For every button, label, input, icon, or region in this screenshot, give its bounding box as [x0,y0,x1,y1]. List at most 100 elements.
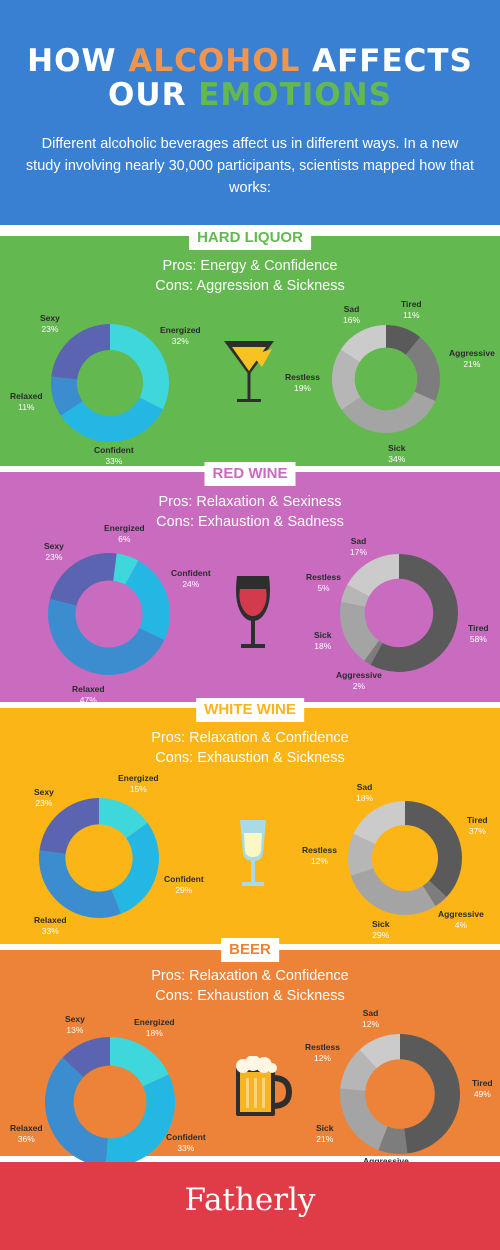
label-aggressive: Aggressive 4% [438,909,484,930]
label-sick: Sick 18% [314,630,332,651]
label-relaxed: Relaxed 33% [34,915,67,936]
cons-text: Cons: Exhaustion & Sickness [155,750,345,766]
label-tired: Tired 58% [468,623,489,644]
label-sexy: Sexy 13% [65,1014,85,1035]
donut-slice-aggressive [422,880,447,907]
positive-donut-chart [45,1037,176,1167]
header: HOW ALCOHOL AFFECTS OUR EMOTIONS Differe… [0,0,500,225]
pros-text: Pros: Relaxation & Confidence [151,968,349,984]
donut-slice-sad [353,801,405,844]
pros-text: Pros: Energy & Confidence [162,258,338,274]
donut-slice-tired [400,1034,461,1154]
positive-donut-chart [38,798,159,918]
section-label: HARD LIQUOR [189,226,311,250]
label-tired: Tired 49% [472,1078,493,1099]
donut-slice-energized [113,553,139,585]
positive-donut-chart [48,553,170,675]
label-confident: Confident 24% [171,568,211,589]
cons-text: Cons: Exhaustion & Sickness [155,988,345,1004]
label-relaxed: Relaxed 11% [10,391,43,412]
donut-slice-sad [340,325,386,362]
label-sad: Sad 12% [362,1008,380,1029]
donut-slice-confident [105,1074,176,1167]
donut-slice-sexy [49,553,117,606]
donut-slice-tired [386,325,421,355]
donut-slice-restless [340,1049,377,1091]
title-word-affects: AFFECTS [300,43,473,79]
donut-slice-aggressive [378,1126,408,1154]
cons-text: Cons: Aggression & Sickness [155,278,345,294]
label-tired: Tired 11% [401,299,422,320]
martini-glass-icon [224,341,274,402]
label-sad: Sad 16% [343,304,361,325]
negative-donut-chart [332,325,440,433]
label-relaxed: Relaxed 47% [72,684,105,705]
title-word-emotions: EMOTIONS [198,77,392,113]
donut-slice-confident [60,397,163,442]
donut-slice-restless [341,584,370,607]
pros-text: Pros: Relaxation & Confidence [151,730,349,746]
donut-slice-confident [125,560,170,640]
donut-slice-sad [347,554,399,597]
page-title-line-2: OUR EMOTIONS [0,78,500,112]
donut-slice-restless [348,833,376,876]
label-sick: Sick 29% [372,919,390,940]
label-sad: Sad 17% [350,536,368,557]
donut-slice-relaxed [51,376,83,416]
label-restless: Restless 5% [306,572,341,593]
intro-text: Different alcoholic beverages affect us … [25,136,475,196]
beer-mug-icon [236,1056,293,1116]
white-wine-section: WHITE WINE Pros: Relaxation & Confidence… [0,698,500,944]
label-energized: Energized 32% [160,325,201,346]
label-restless: Restless 12% [305,1042,340,1063]
fatherly-logo: Fatherly [184,1182,316,1218]
negative-donut-chart [340,1034,461,1154]
section-label: BEER [221,938,279,962]
label-energized: Energized 6% [104,523,145,544]
label-confident: Confident 29% [164,874,204,895]
label-energized: Energized 18% [134,1017,175,1038]
section-label: RED WINE [204,462,296,486]
label-tired: Tired 37% [467,815,488,836]
cons-text: Cons: Exhaustion & Sadness [156,514,344,530]
donut-slice-sick [340,1088,388,1150]
donut-slice-relaxed [48,598,165,675]
donut-slice-relaxed [45,1057,108,1167]
label-sick: Sick 34% [388,443,406,464]
negative-donut-chart [340,554,458,672]
title-word-our: OUR [108,77,199,113]
section-label: WHITE WINE [196,698,304,722]
donut-slice-sexy [62,1037,110,1078]
label-aggressive: Aggressive 21% [449,348,495,369]
label-sexy: Sexy 23% [34,787,54,808]
label-restless: Restless 12% [302,845,337,866]
page-title-line-1: HOW ALCOHOL AFFECTS [0,44,500,78]
title-word-how-part: HOW [27,43,129,79]
label-sick: Sick 21% [316,1123,334,1144]
title-word-alcohol: ALCOHOL [128,43,301,79]
white-wine-glass-icon [240,820,266,886]
donut-slice-sexy [51,324,110,380]
donut-slice-sick [341,391,436,433]
label-relaxed: Relaxed 36% [10,1123,43,1144]
donut-slice-relaxed [38,850,122,918]
donut-slice-energized [99,798,148,839]
label-restless: Restless 19% [285,372,320,393]
donut-slice-tired [405,801,462,898]
negative-donut-chart [348,801,462,915]
donut-slice-sick [350,868,436,915]
beer-section: BEER Pros: Relaxation & Confidence Cons:… [0,938,500,1177]
donut-slice-sick [340,601,379,661]
donut-slice-tired [370,554,458,672]
label-sexy: Sexy 23% [40,313,60,334]
donut-slice-confident [111,822,159,914]
pros-text: Pros: Relaxation & Sexiness [158,494,342,510]
donut-slice-sexy [39,798,99,854]
footer: Fatherly [0,1162,500,1250]
donut-slice-energized [110,324,169,410]
donut-slice-energized [110,1037,169,1087]
label-sad: Sad 18% [356,782,374,803]
positive-donut-chart [51,324,169,442]
donut-slice-sad [359,1034,400,1069]
red-wine-section: RED WINE Pros: Relaxation & Sexiness Con… [0,462,500,705]
